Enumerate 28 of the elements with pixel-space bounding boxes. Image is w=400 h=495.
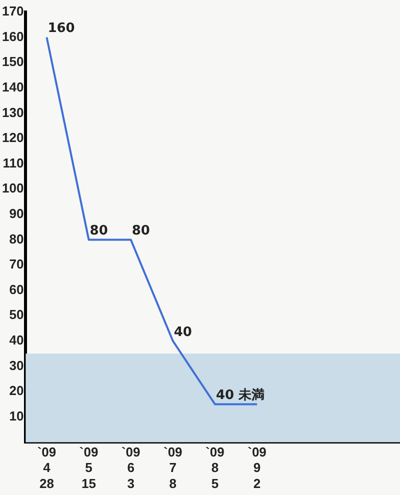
- y-tick-label: 100: [2, 180, 24, 196]
- x-tick-label: `09 5 15: [79, 444, 98, 491]
- y-tick-label: 140: [2, 79, 24, 94]
- y-tick-label: 160: [2, 28, 24, 44]
- data-label: 80: [90, 224, 108, 239]
- x-tick-label: `09 7 8: [163, 444, 182, 491]
- y-tick-label: 50: [9, 307, 24, 322]
- y-tick-label: 150: [2, 54, 24, 70]
- y-tick-label: 40: [9, 332, 24, 348]
- y-tick-label: 70: [9, 256, 24, 272]
- x-tick-label: `09 9 2: [248, 444, 266, 491]
- y-tick-label: 60: [9, 282, 24, 297]
- x-tick-label: `09 4 28: [37, 444, 56, 491]
- y-tick-label: 90: [9, 206, 24, 222]
- annotation: 40 未満: [216, 388, 265, 404]
- y-tick-label: 80: [9, 231, 24, 246]
- data-label: 40: [174, 324, 192, 340]
- y-tick-label: 130: [2, 104, 24, 120]
- y-tick-label: 20: [9, 383, 24, 398]
- y-tick-label: 10: [9, 408, 24, 424]
- x-tick-label: `09 8 5: [206, 444, 224, 491]
- y-tick-label: 170: [2, 4, 24, 19]
- y-tick-label: 110: [2, 155, 24, 170]
- x-tick-label: `09 6 3: [121, 444, 140, 491]
- data-label: 80: [132, 224, 150, 239]
- y-tick-label: 30: [9, 358, 24, 373]
- y-tick-label: 120: [2, 130, 24, 146]
- data-label: 160: [48, 21, 75, 36]
